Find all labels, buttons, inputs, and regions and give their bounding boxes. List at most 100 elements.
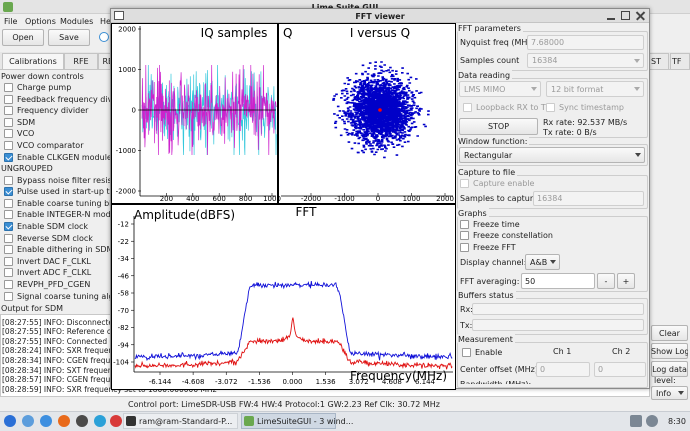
checkbox-label[interactable]: Pulse used in start-up to res (17, 187, 130, 197)
tab-label[interactable]: ST (651, 57, 661, 66)
taskbar-icon[interactable] (22, 415, 34, 427)
field-value[interactable]: 50 (525, 276, 536, 286)
checkbox[interactable] (4, 291, 13, 301)
checkbox-label[interactable]: Enable coarse tuning block (17, 198, 126, 208)
text-field[interactable] (521, 273, 595, 289)
checkbox[interactable] (463, 102, 472, 112)
checkbox-label[interactable]: Signal coarse tuning algorit (17, 291, 128, 301)
combo-value[interactable]: 16384 (532, 56, 558, 65)
tab-label[interactable]: TF (672, 57, 682, 66)
checkbox[interactable] (4, 198, 13, 208)
task-window[interactable] (123, 413, 238, 429)
checkbox[interactable] (4, 140, 13, 150)
tab-label[interactable]: RB (102, 57, 114, 66)
text-field[interactable] (533, 191, 644, 206)
checkbox[interactable] (462, 347, 471, 357)
checkbox[interactable] (4, 210, 13, 220)
checkbox-label[interactable]: Frequency divider (17, 106, 89, 116)
taskbar-icon[interactable] (4, 415, 16, 427)
log-button-label[interactable]: Show Log (651, 346, 688, 356)
field-value[interactable]: 0 (598, 365, 604, 374)
checkbox-label[interactable]: Feedback frequency divider (17, 94, 128, 104)
checkbox[interactable] (4, 256, 13, 266)
checkbox-label[interactable]: Enable INTEGER-N mode (17, 210, 116, 220)
checkbox-label[interactable]: Charge pump (17, 82, 72, 92)
tab[interactable] (2, 53, 64, 70)
checkbox[interactable] (4, 279, 13, 289)
tab-label[interactable]: Calibrations (9, 57, 57, 66)
checkbox[interactable] (4, 94, 13, 104)
checkbox-label[interactable]: Bypass noise filter resistor (17, 175, 123, 185)
minimize[interactable] (607, 18, 615, 20)
tab-label[interactable]: RFE (73, 57, 89, 66)
checkbox-label[interactable]: SDM (17, 117, 36, 127)
combo-box[interactable] (525, 254, 560, 270)
checkbox-label[interactable]: Loopback RX to TX (476, 102, 552, 112)
checkbox[interactable] (460, 231, 469, 240)
toolbar-button[interactable] (2, 29, 44, 46)
checkbox-label[interactable]: Enable dithering in SDM (17, 245, 114, 255)
increment-button-label[interactable]: + (622, 276, 630, 286)
checkbox-label[interactable]: Sync timestamp (559, 102, 624, 112)
field-value[interactable]: 7.68000 (531, 38, 565, 47)
decrement-button-label[interactable]: - (604, 276, 608, 286)
checkbox[interactable] (460, 219, 469, 229)
combo-box[interactable] (459, 81, 541, 97)
menu-item[interactable]: Modules (60, 16, 94, 26)
checkbox-label[interactable]: Enable SDM clock (17, 221, 89, 231)
checkbox[interactable] (4, 106, 13, 116)
checkbox-label[interactable]: REVPH_PFD_CGEN (17, 279, 91, 289)
combo-box[interactable] (459, 147, 645, 163)
log-button[interactable] (651, 343, 688, 359)
checkbox-label[interactable]: Invert ADC F_CLKL (17, 268, 92, 278)
task-window[interactable] (241, 413, 336, 429)
checkbox[interactable] (546, 102, 555, 112)
field-value[interactable]: 16384 (537, 194, 563, 203)
checkbox-label[interactable]: VCO (17, 129, 35, 139)
checkbox[interactable] (4, 245, 13, 255)
menu-item[interactable]: Help (100, 16, 118, 27)
task-label[interactable]: LimeSuiteGUI - 3 wind... (257, 416, 354, 426)
checkbox[interactable] (4, 268, 13, 278)
toolbar-button[interactable] (48, 29, 90, 46)
taskbar-icon[interactable] (76, 415, 88, 427)
combo-value[interactable]: Info (656, 388, 672, 398)
combo-box[interactable] (527, 53, 644, 68)
checkbox[interactable] (4, 221, 13, 231)
checkbox[interactable] (4, 175, 13, 185)
log-button[interactable] (651, 361, 688, 377)
taskbar-icon[interactable] (94, 415, 106, 427)
checkbox[interactable] (4, 129, 13, 139)
checkbox[interactable] (4, 187, 13, 197)
checkbox[interactable] (460, 242, 469, 252)
checkbox-label[interactable]: VCO comparator (17, 140, 84, 150)
taskbar-icon[interactable] (110, 415, 122, 427)
toolbar-button-label[interactable]: Save (59, 33, 79, 42)
taskbar-icon[interactable] (58, 415, 70, 427)
checkbox-label[interactable]: Enable CLKGEN module (17, 152, 112, 162)
stop-button[interactable] (459, 118, 538, 135)
text-field[interactable] (527, 35, 644, 50)
combo-value[interactable]: 12 bit format (551, 84, 604, 94)
checkbox-label[interactable]: Freeze time (473, 219, 520, 229)
checkbox-label[interactable]: Capture enable (473, 178, 535, 188)
text-field[interactable] (536, 362, 590, 377)
log-button-label[interactable]: Log data (652, 364, 687, 374)
decrement-button[interactable] (597, 273, 615, 289)
checkbox-label[interactable]: Freeze constellation (473, 231, 553, 240)
combo-box[interactable] (546, 81, 644, 97)
increment-button[interactable] (617, 273, 635, 289)
checkbox[interactable] (4, 117, 13, 127)
taskbar-icon[interactable] (40, 415, 52, 427)
checkbox-label[interactable]: Invert DAC F_CLKL (17, 256, 91, 266)
field-value[interactable]: 0 (540, 365, 546, 374)
task-label[interactable]: ram@ram-Standard-P... (139, 416, 233, 426)
menu-item[interactable]: Options (25, 16, 56, 26)
tab[interactable] (64, 53, 98, 70)
maximize[interactable] (621, 11, 630, 20)
combo-value[interactable]: Rectangular (464, 150, 513, 160)
checkbox-label[interactable]: Freeze FFT (473, 242, 516, 252)
combo-value[interactable]: LMS MIMO (464, 84, 506, 94)
checkbox-label[interactable]: Enable (475, 347, 503, 357)
checkbox[interactable] (460, 178, 469, 188)
